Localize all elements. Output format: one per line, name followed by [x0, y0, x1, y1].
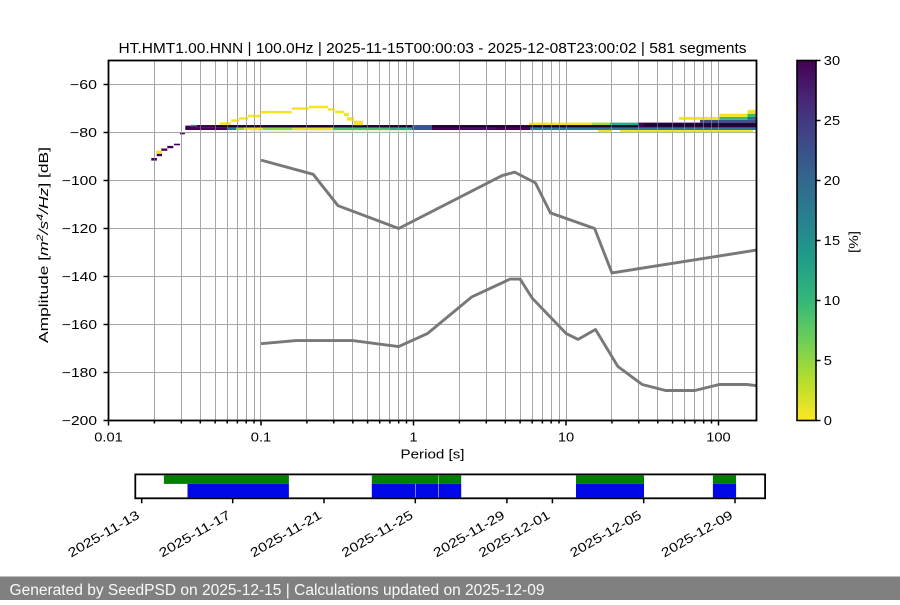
svg-text:HT.HMT1.00.HNN | 100.0Hz | 202: HT.HMT1.00.HNN | 100.0Hz | 2025-11-15T00… [119, 40, 747, 57]
svg-text:−180: −180 [62, 365, 97, 380]
svg-text:[%]: [%] [846, 231, 861, 253]
svg-text:0: 0 [824, 413, 832, 428]
svg-text:−60: −60 [70, 77, 97, 92]
svg-text:5: 5 [824, 353, 832, 368]
svg-text:Generated by SeedPSD on 2025-1: Generated by SeedPSD on 2025-12-15 | Cal… [10, 582, 545, 599]
svg-text:−100: −100 [62, 173, 97, 188]
svg-text:−140: −140 [62, 269, 97, 284]
svg-text:−200: −200 [62, 413, 97, 428]
svg-text:0.1: 0.1 [251, 429, 271, 444]
svg-text:30: 30 [824, 53, 840, 68]
svg-text:−160: −160 [62, 317, 97, 332]
svg-text:10: 10 [824, 293, 840, 308]
svg-text:20: 20 [824, 173, 840, 188]
svg-text:−80: −80 [70, 125, 97, 140]
svg-text:0.01: 0.01 [94, 429, 123, 444]
svg-text:10: 10 [558, 429, 574, 444]
svg-text:Period [s]: Period [s] [401, 447, 465, 462]
svg-text:1: 1 [409, 429, 417, 444]
svg-text:−120: −120 [62, 221, 97, 236]
svg-text:100: 100 [706, 429, 730, 444]
svg-text:15: 15 [824, 233, 840, 248]
svg-text:25: 25 [824, 113, 840, 128]
svg-text:Amplitude [m2/s4/Hz] [dB]: Amplitude [m2/s4/Hz] [dB] [35, 147, 51, 343]
